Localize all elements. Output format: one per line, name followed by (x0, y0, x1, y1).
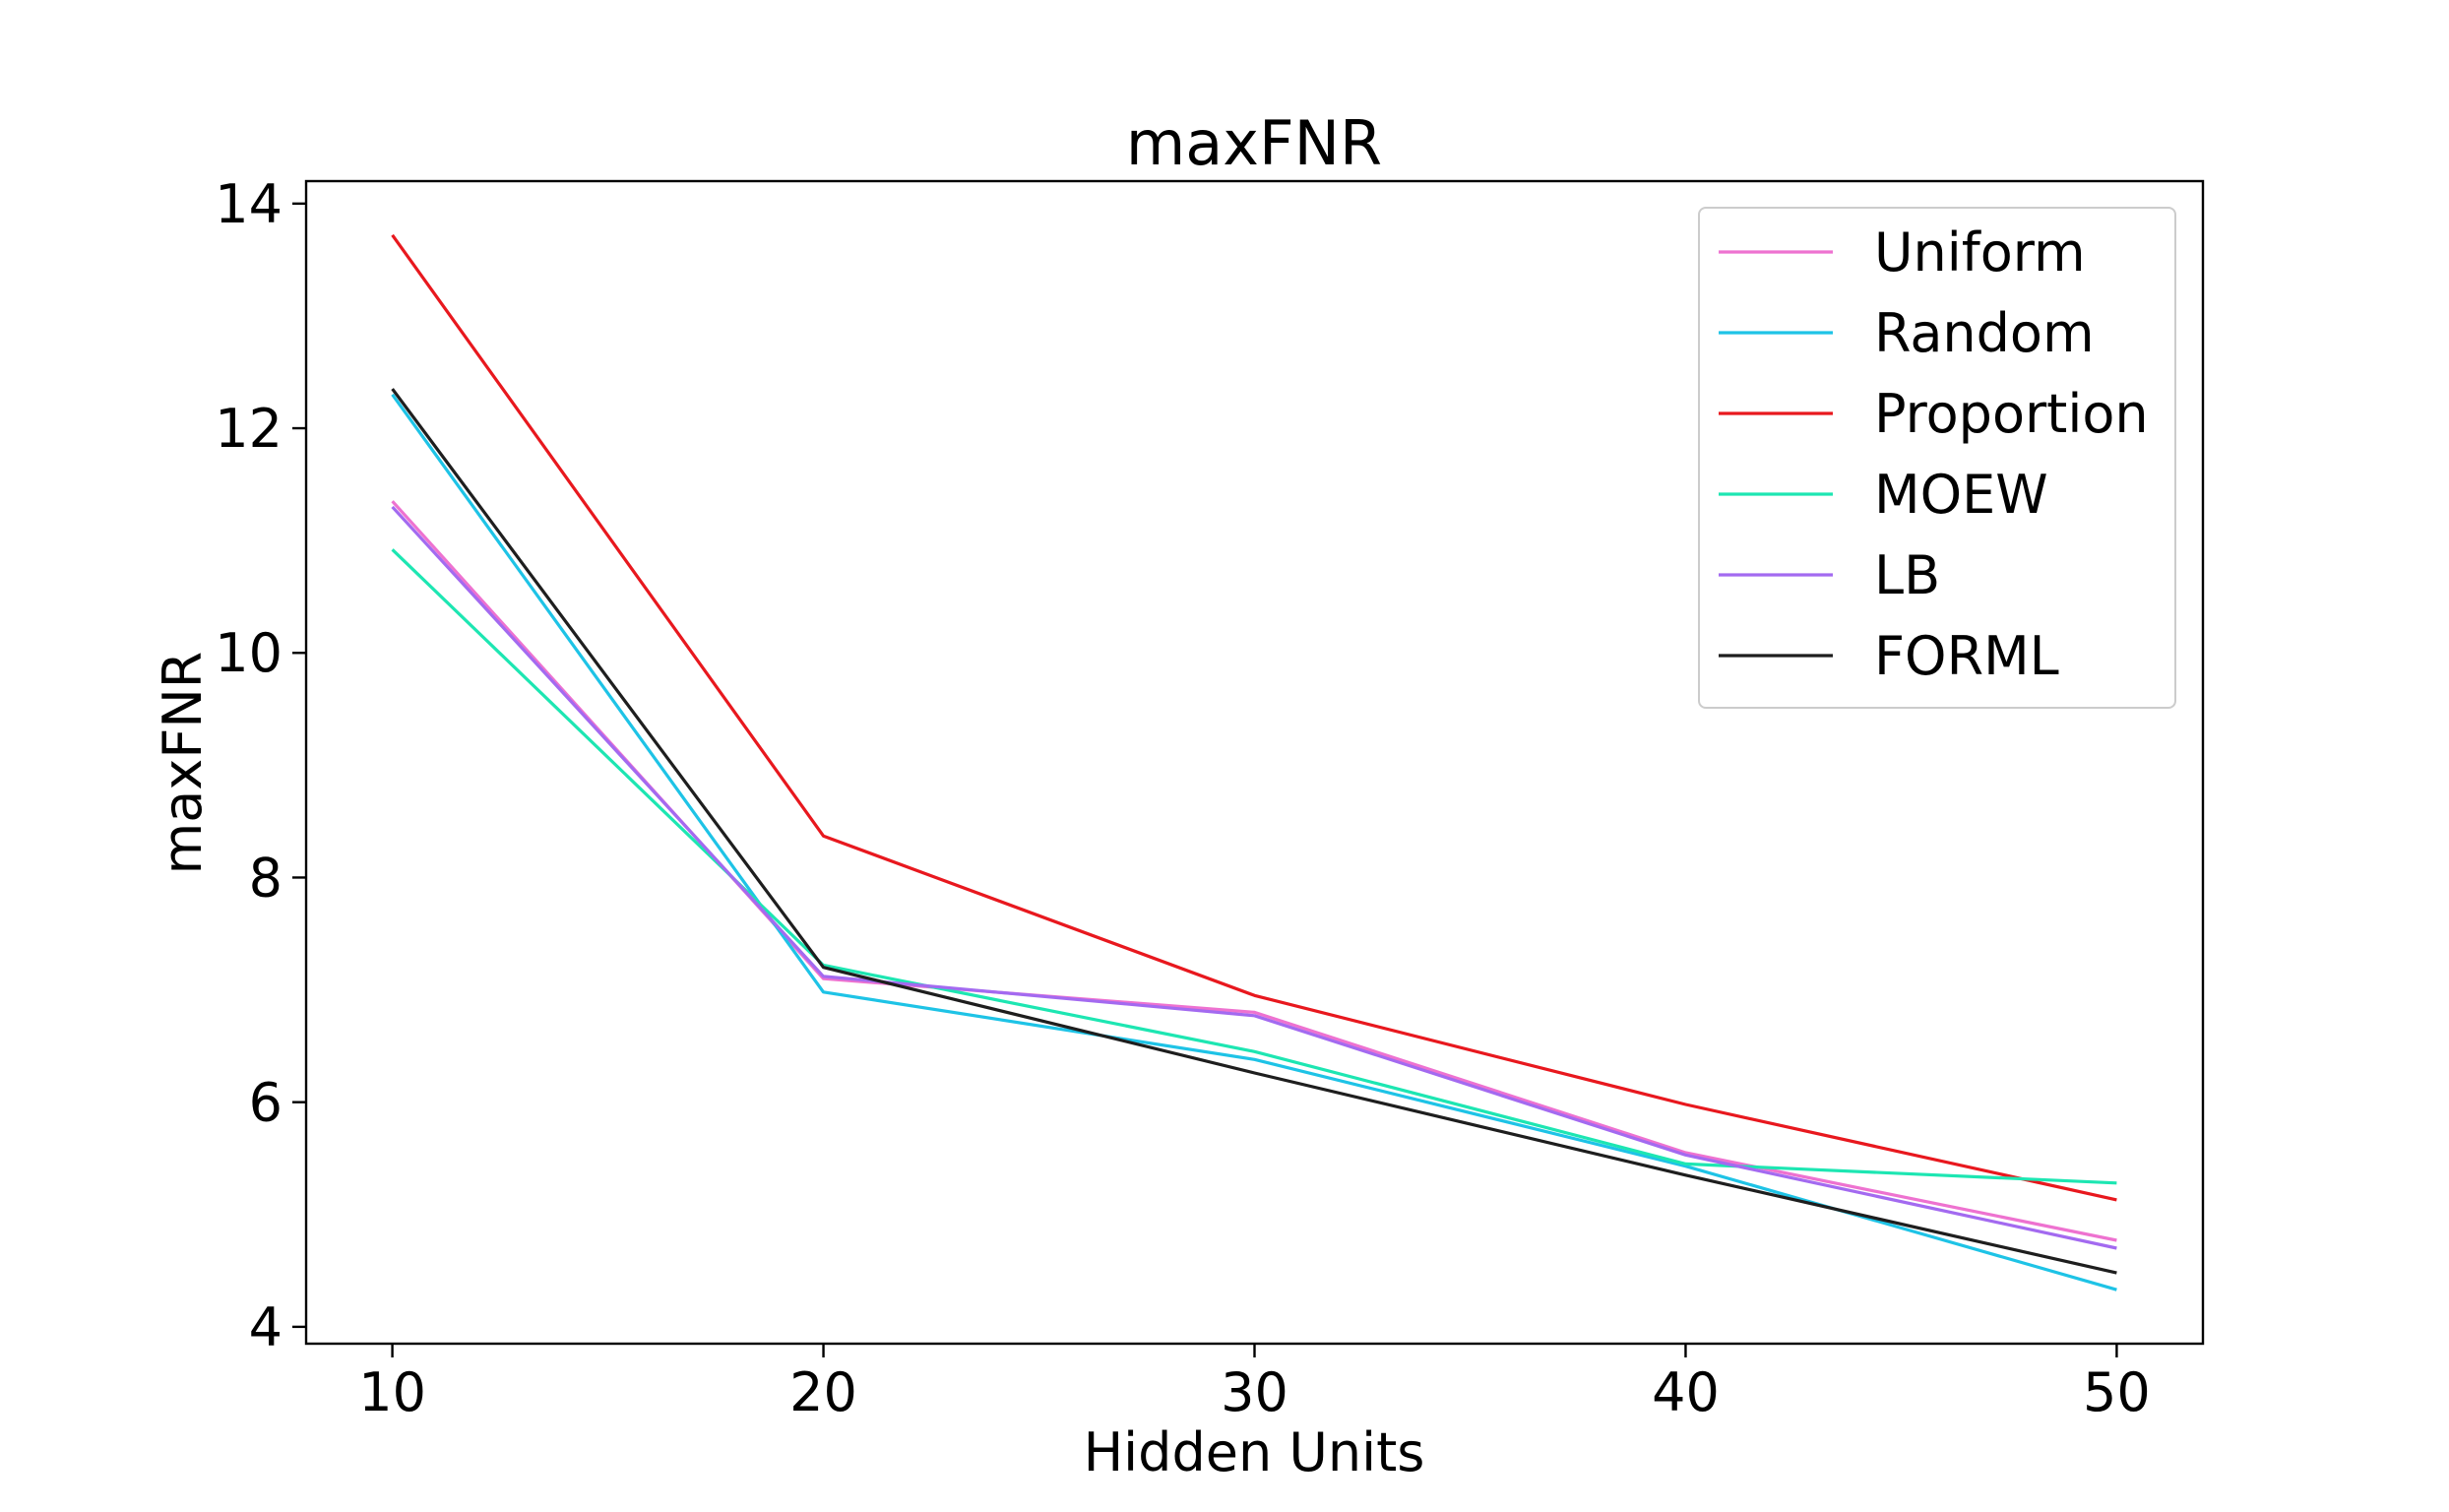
y-axis: 4 6 8 10 12 14 (215, 173, 306, 1358)
y-tick-label: 4 (249, 1296, 283, 1358)
x-axis-label: Hidden Units (1084, 1421, 1425, 1483)
legend-label-random: Random (1874, 302, 2095, 364)
legend-label-forml: FORML (1874, 625, 2059, 687)
x-tick-label: 40 (1652, 1361, 1720, 1423)
x-tick-label: 50 (2083, 1361, 2151, 1423)
y-tick-label: 14 (215, 173, 283, 235)
series-line-lb (391, 505, 2117, 1250)
legend-label-proportion: Proportion (1874, 383, 2149, 445)
series-line-proportion (391, 233, 2117, 1202)
y-tick-label: 10 (215, 622, 283, 684)
y-axis-label: maxFNR (152, 652, 214, 875)
x-tick-label: 10 (358, 1361, 426, 1423)
y-tick-label: 6 (249, 1072, 283, 1134)
series-line-forml (391, 388, 2117, 1275)
x-axis: 10 20 30 40 50 (358, 1344, 2151, 1423)
y-tick-label: 8 (249, 847, 283, 909)
x-tick-label: 20 (789, 1361, 857, 1423)
legend-label-moew: MOEW (1874, 464, 2048, 526)
legend-label-uniform: Uniform (1874, 221, 2086, 284)
legend-label-lb: LB (1874, 544, 1940, 606)
legend: Uniform Random Proportion MOEW LB FORML (1698, 207, 2176, 709)
x-tick-label: 30 (1221, 1361, 1288, 1423)
chart-title: maxFNR (1126, 107, 1382, 179)
y-tick-label: 12 (215, 398, 283, 460)
series-line-moew (391, 548, 2117, 1185)
series-layer (391, 233, 2117, 1292)
